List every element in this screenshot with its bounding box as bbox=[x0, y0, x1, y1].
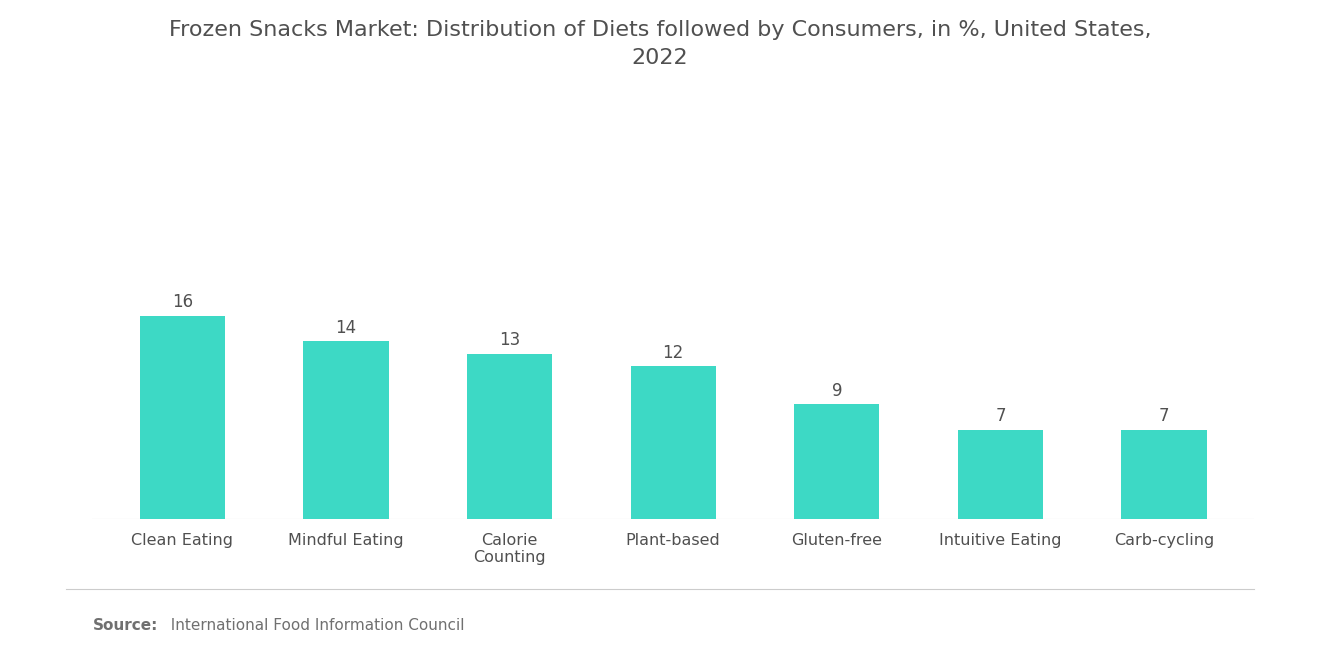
Text: 7: 7 bbox=[1159, 408, 1170, 426]
Bar bbox=[140, 316, 224, 519]
Text: 14: 14 bbox=[335, 319, 356, 336]
Text: 16: 16 bbox=[172, 293, 193, 311]
Bar bbox=[958, 430, 1043, 519]
Text: International Food Information Council: International Food Information Council bbox=[161, 618, 465, 632]
Text: 13: 13 bbox=[499, 331, 520, 349]
Bar bbox=[304, 341, 388, 519]
Bar bbox=[1122, 430, 1206, 519]
Text: 12: 12 bbox=[663, 344, 684, 362]
Text: 7: 7 bbox=[995, 408, 1006, 426]
Text: Source:: Source: bbox=[92, 618, 158, 632]
Bar bbox=[631, 366, 715, 519]
Bar bbox=[467, 354, 552, 519]
Bar bbox=[795, 404, 879, 519]
Text: Frozen Snacks Market: Distribution of Diets followed by Consumers, in %, United : Frozen Snacks Market: Distribution of Di… bbox=[169, 20, 1151, 68]
Text: 9: 9 bbox=[832, 382, 842, 400]
